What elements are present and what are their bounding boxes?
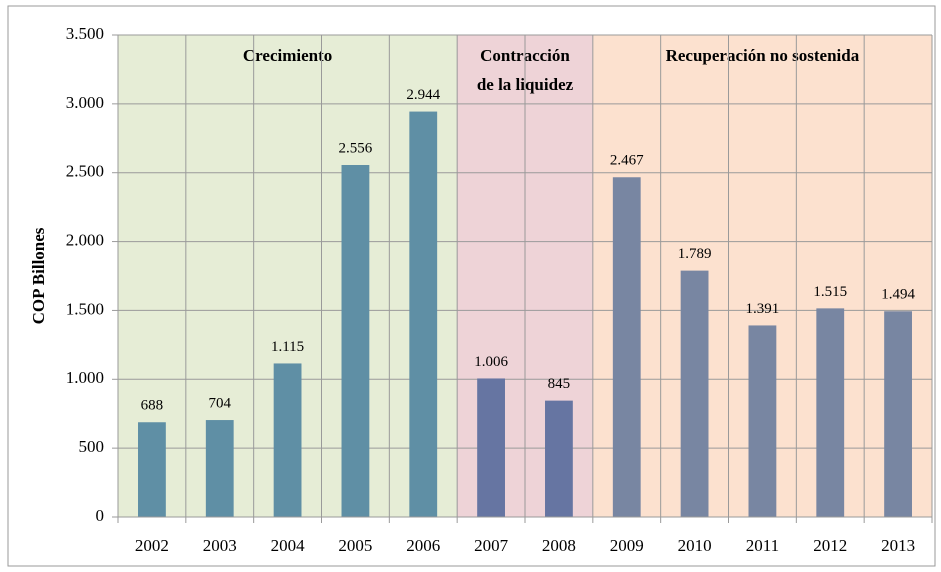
bar [748, 325, 777, 517]
value-label: 1.494 [881, 287, 915, 303]
value-label: 688 [141, 398, 164, 414]
bar [545, 400, 573, 517]
x-tick-label: 2003 [203, 536, 237, 555]
bar [205, 420, 234, 517]
region-label: Crecimiento [243, 46, 332, 65]
x-tick-label: 2006 [406, 536, 440, 555]
y-axis-label: COP Billones [29, 227, 48, 324]
value-label: 2.556 [339, 140, 373, 156]
x-tick-label: 2004 [271, 536, 306, 555]
y-tick-label: 3.500 [66, 24, 104, 43]
bar [612, 177, 641, 517]
y-tick-label: 1.500 [66, 299, 104, 318]
value-label: 2.944 [406, 87, 440, 103]
y-tick-label: 2.000 [66, 230, 104, 249]
value-label: 704 [209, 395, 232, 411]
y-tick-label: 3.000 [66, 93, 104, 112]
x-tick-label: 2010 [678, 536, 712, 555]
value-label: 2.467 [610, 153, 644, 169]
bar [884, 311, 912, 517]
value-label: 1.515 [813, 284, 847, 300]
value-label: 845 [548, 376, 571, 392]
x-tick-label: 2007 [474, 536, 509, 555]
y-tick-label: 0 [96, 506, 105, 525]
x-tick-label: 2008 [542, 536, 576, 555]
x-tick-label: 2013 [881, 536, 915, 555]
x-tick-label: 2009 [610, 536, 644, 555]
bar [138, 422, 166, 517]
y-tick-label: 2.500 [66, 162, 104, 181]
x-tick-label: 2012 [813, 536, 847, 555]
value-label: 1.006 [474, 354, 508, 370]
region-label: Recuperación no sostenida [666, 46, 860, 65]
x-tick-label: 2005 [338, 536, 372, 555]
bar [816, 308, 845, 517]
y-tick-label: 1.000 [66, 368, 104, 387]
bar [409, 111, 438, 517]
value-label: 1.391 [746, 301, 780, 317]
bar [341, 165, 370, 517]
value-label: 1.789 [678, 246, 712, 262]
bar [680, 270, 709, 517]
x-tick-label: 2002 [135, 536, 169, 555]
bar [477, 378, 505, 517]
y-tick-label: 500 [79, 437, 105, 456]
bar [273, 363, 302, 517]
x-tick-label: 2011 [746, 536, 779, 555]
value-label: 1.115 [271, 339, 304, 355]
